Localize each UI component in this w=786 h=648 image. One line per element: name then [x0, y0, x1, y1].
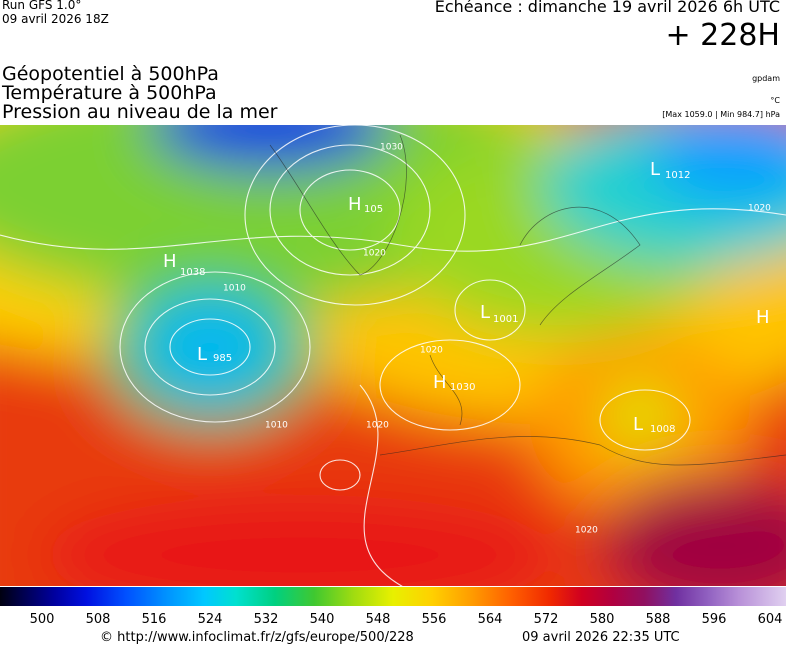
isobar-label: 1038	[180, 267, 205, 278]
pressure-center: H	[756, 307, 770, 328]
isobar-label: 1030	[380, 143, 403, 153]
footer-time: 09 avril 2026 22:35 UTC	[522, 630, 680, 645]
colorbar-tick-label: 532	[254, 612, 279, 627]
colorbar-tick-label: 604	[758, 612, 783, 627]
isobar-label: 1008	[650, 424, 675, 435]
colorbar-tick-label: 556	[422, 612, 447, 627]
pressure-center: H	[348, 194, 362, 215]
colorbar-labels: 500 508 516 524 532 540 548 556 564 572 580 588 596 6…	[30, 612, 783, 627]
run-label: Run GFS 1.0°	[2, 0, 82, 12]
unit: gpdam	[752, 74, 780, 83]
pressure-center: L	[197, 344, 207, 365]
colorbar-tick-label: 564	[478, 612, 503, 627]
isobar-label: 1020	[366, 421, 389, 431]
isobar-label: 1020	[363, 249, 386, 259]
title: Géopotentiel à 500hPa	[2, 63, 219, 85]
title: Pression au niveau de la mer	[2, 101, 278, 123]
isobar-label: 1020	[575, 526, 598, 536]
echeance: Echéance : dimanche 19 avril 2026 6h UTC	[434, 0, 780, 16]
colorbar-tick-label: 588	[646, 612, 671, 627]
colorbar-tick-label: 500	[30, 612, 55, 627]
pressure-center: H	[163, 251, 177, 272]
isobar-label: 1012	[665, 170, 690, 181]
pressure-center: L	[650, 159, 660, 180]
colorbar-tick-label: 548	[366, 612, 391, 627]
colorbar-tick-label: 524	[198, 612, 223, 627]
colorbar-tick-label: 596	[702, 612, 727, 627]
colorbar-tick-label: 516	[142, 612, 167, 627]
coastlines	[269, 134, 786, 466]
pressure-range: [Max 1059.0 | Min 984.7] hPa	[662, 110, 780, 119]
temperature-field	[0, 125, 786, 586]
run-date: 09 avril 2026 18Z	[2, 12, 109, 26]
isobar-label: 1010	[265, 421, 288, 431]
colorbar-tick-label: 580	[590, 612, 615, 627]
colorbar-tick-label: 572	[534, 612, 559, 627]
isobar-label: 1030	[450, 382, 475, 393]
isobar-label: 1020	[748, 204, 771, 214]
isobar-label: 105	[364, 204, 383, 215]
isobar-label: 1001	[493, 314, 518, 325]
colorbar	[0, 587, 786, 606]
pressure-center: L	[480, 302, 490, 323]
isobar-label: 985	[213, 353, 232, 364]
unit: °C	[770, 96, 780, 105]
title: Température à 500hPa	[2, 82, 217, 104]
lead-time: + 228H	[665, 18, 781, 53]
pressure-center: L	[633, 414, 643, 435]
pressure-center: H	[433, 372, 447, 393]
colorbar-tick-label: 540	[310, 612, 335, 627]
source-url: © http://www.infoclimat.fr/z/gfs/europe/…	[100, 630, 414, 645]
isobars	[0, 125, 786, 586]
isobar-label: 1020	[420, 346, 443, 356]
isobar-label: 1010	[223, 284, 246, 294]
colorbar-tick-label: 508	[86, 612, 111, 627]
